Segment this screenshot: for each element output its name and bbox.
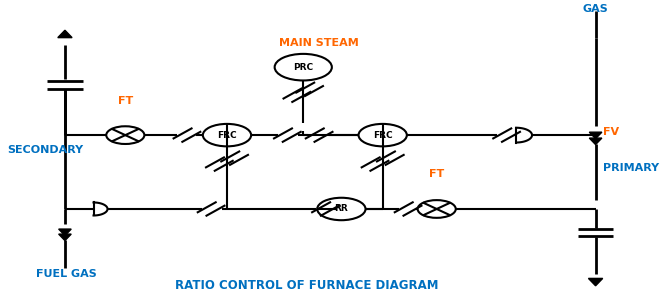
- Text: FRC: FRC: [373, 131, 392, 140]
- Text: PRIMARY: PRIMARY: [603, 163, 659, 173]
- Text: MAIN STEAM: MAIN STEAM: [279, 38, 359, 48]
- Text: FV: FV: [603, 127, 620, 137]
- Polygon shape: [59, 229, 71, 236]
- Polygon shape: [59, 234, 71, 241]
- Text: FRC: FRC: [217, 131, 237, 140]
- Polygon shape: [589, 132, 602, 139]
- Text: FT: FT: [117, 96, 133, 106]
- Text: FT: FT: [429, 170, 444, 179]
- Text: FUEL GAS: FUEL GAS: [36, 269, 97, 279]
- Text: RATIO CONTROL OF FURNACE DIAGRAM: RATIO CONTROL OF FURNACE DIAGRAM: [175, 279, 438, 292]
- Text: GAS: GAS: [583, 4, 608, 14]
- Polygon shape: [588, 278, 603, 286]
- Text: SECONDARY: SECONDARY: [8, 145, 84, 155]
- Polygon shape: [58, 30, 72, 38]
- Text: RR: RR: [335, 205, 348, 213]
- Text: PRC: PRC: [293, 63, 313, 72]
- Polygon shape: [589, 138, 602, 145]
